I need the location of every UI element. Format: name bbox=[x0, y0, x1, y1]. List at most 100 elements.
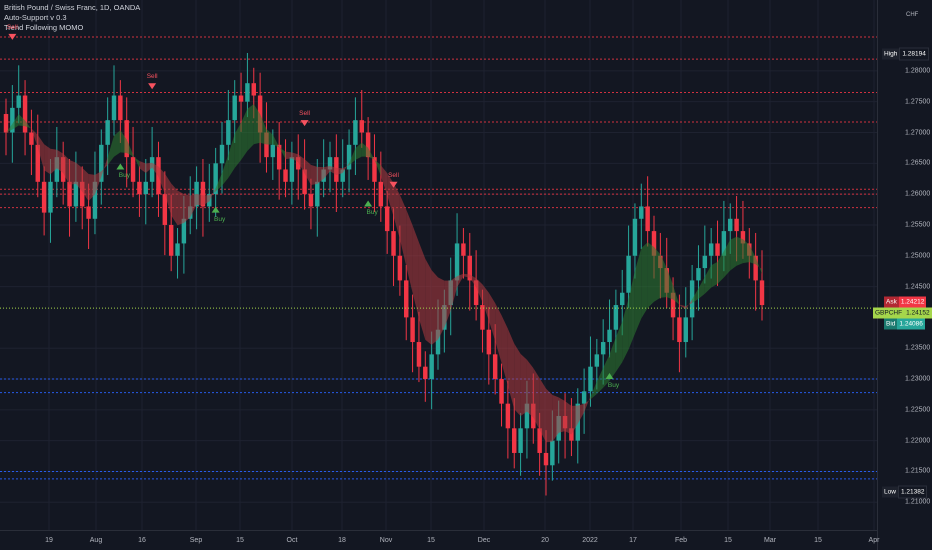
candle-body bbox=[518, 428, 523, 453]
momo-ribbon-segment bbox=[444, 280, 451, 328]
price-tick-label: 1.23000 bbox=[905, 375, 931, 383]
low-tag: Low 1.21382 bbox=[882, 485, 928, 499]
currency-label: CHF bbox=[906, 12, 919, 18]
candle-body bbox=[264, 132, 269, 158]
momo-ribbon-segment bbox=[692, 288, 699, 304]
candle-body bbox=[397, 255, 403, 281]
momo-ribbon-segment bbox=[69, 159, 76, 185]
price-tick-label: 1.26000 bbox=[905, 190, 931, 198]
candle-body bbox=[327, 157, 333, 170]
momo-ribbon-segment bbox=[577, 403, 585, 424]
candle-body bbox=[639, 206, 644, 219]
momo-ribbon-segment bbox=[37, 134, 45, 171]
time-tick-label: Nov bbox=[379, 537, 393, 544]
last-price-value: 1.24152 bbox=[904, 307, 932, 319]
momo-ribbon-segment bbox=[488, 292, 496, 341]
symbol-title[interactable]: British Pound / Swiss Franc, 1D, OANDA bbox=[4, 3, 141, 12]
candle-body bbox=[67, 181, 72, 207]
momo-ribbon-segment bbox=[546, 388, 553, 443]
candle-body bbox=[308, 194, 314, 207]
candle-body bbox=[270, 144, 276, 158]
candle-body bbox=[10, 107, 15, 133]
candle-body bbox=[111, 95, 117, 121]
indicator-momo[interactable]: Trend Following MOMO bbox=[4, 23, 84, 32]
sell-signal-label: Sell bbox=[299, 110, 310, 118]
buy-signal-label: Buy bbox=[366, 209, 378, 217]
momo-ribbon-segment bbox=[202, 195, 210, 206]
candle-body bbox=[315, 181, 320, 207]
momo-ribbon-segment bbox=[374, 159, 381, 177]
price-tick-label: 1.24500 bbox=[905, 283, 931, 291]
momo-ribbon-segment bbox=[742, 239, 750, 264]
candle-body bbox=[29, 132, 34, 145]
candle-body bbox=[372, 157, 377, 182]
price-tick-label: 1.23500 bbox=[905, 344, 931, 352]
candle-body bbox=[137, 181, 142, 195]
price-axis[interactable]: CHF 1.28000 1.27500 1.27000 1.26500 1.26000 1… bbox=[873, 0, 932, 550]
momo-ribbon-segment bbox=[234, 122, 242, 169]
momo-ribbon-segment bbox=[514, 343, 521, 416]
momo-ribbon-segment bbox=[654, 246, 661, 302]
candle-body bbox=[346, 144, 352, 170]
momo-ribbon-segment bbox=[412, 225, 419, 319]
candle-body bbox=[499, 379, 504, 404]
momo-ribbon-segment bbox=[755, 257, 762, 275]
candle-body bbox=[238, 95, 244, 102]
high-value: 1.28194 bbox=[899, 47, 929, 61]
momo-ribbon-segment bbox=[660, 254, 667, 298]
momo-ribbon-segment bbox=[539, 378, 546, 443]
momo-ribbon-segment bbox=[590, 381, 597, 400]
momo-ribbon-segment bbox=[177, 190, 184, 226]
price-tick-label: 1.22000 bbox=[905, 437, 931, 445]
candle-body bbox=[651, 231, 657, 256]
sell-marker-icon bbox=[389, 181, 398, 188]
momo-ribbon-segment bbox=[641, 242, 648, 319]
chart-area[interactable]: British Pound / Swiss Franc, 1D, OANDA A… bbox=[0, 0, 877, 530]
momo-ribbon-segment bbox=[298, 154, 305, 174]
candle-body bbox=[416, 342, 422, 367]
momo-ribbon-segment bbox=[12, 113, 19, 130]
momo-ribbon-segment bbox=[126, 139, 134, 157]
time-tick-label: 16 bbox=[138, 537, 146, 544]
momo-ribbon-segment bbox=[711, 261, 718, 288]
momo-ribbon-segment bbox=[673, 285, 680, 306]
buy-marker-icon bbox=[364, 200, 373, 207]
candle-body bbox=[219, 144, 225, 164]
candle-body bbox=[16, 95, 21, 108]
momo-ribbon-segment bbox=[565, 401, 572, 435]
candle-body bbox=[168, 224, 174, 256]
momo-ribbon-segment bbox=[139, 160, 146, 174]
time-axis[interactable]: 19 Aug 16 Sep 15 Oct 18 Nov 15 Dec 20 2022 17 Feb 15 Ma… bbox=[0, 530, 879, 550]
momo-ribbon-segment bbox=[666, 267, 674, 300]
sell-marker-icon bbox=[300, 120, 309, 127]
low-value: 1.21382 bbox=[897, 485, 928, 499]
candle-body bbox=[175, 243, 180, 256]
momo-ribbon-segment bbox=[88, 173, 95, 202]
low-label: Low bbox=[882, 486, 898, 498]
momo-ribbon-segment bbox=[44, 144, 51, 175]
candle-body bbox=[384, 206, 390, 232]
momo-ribbon-segment bbox=[615, 321, 623, 372]
momo-ribbon-segment bbox=[463, 273, 470, 278]
momo-ribbon-segment bbox=[285, 151, 292, 160]
indicator-auto-support[interactable]: Auto-Support v 0.3 bbox=[4, 13, 67, 22]
time-tick-label: 20 bbox=[541, 537, 549, 544]
momo-ribbon-segment bbox=[361, 142, 369, 157]
momo-ribbon-segment bbox=[349, 148, 356, 166]
momo-ribbon-segment bbox=[749, 244, 756, 265]
candle-body bbox=[594, 354, 600, 367]
momo-ribbon-segment bbox=[609, 337, 616, 381]
time-tick-label: 2022 bbox=[582, 537, 598, 544]
candle-body bbox=[353, 120, 358, 145]
candle-body bbox=[537, 428, 542, 453]
candle-body bbox=[467, 255, 472, 281]
candle-body bbox=[35, 144, 40, 182]
candle-body bbox=[283, 169, 288, 182]
sell-marker-icon bbox=[148, 83, 157, 90]
candle-body bbox=[505, 403, 511, 429]
price-chart[interactable] bbox=[0, 0, 877, 530]
momo-ribbon-segment bbox=[495, 303, 502, 363]
price-tick-label: 1.22500 bbox=[905, 406, 931, 414]
price-tick-label: 1.25500 bbox=[905, 221, 931, 229]
momo-ribbon-segment bbox=[75, 162, 83, 192]
